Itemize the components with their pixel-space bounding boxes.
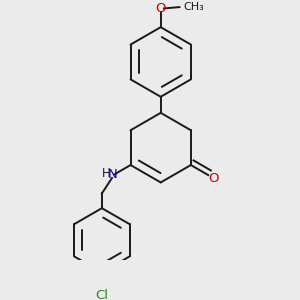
Text: H: H: [101, 167, 110, 180]
Text: O: O: [208, 172, 219, 184]
Text: N: N: [108, 168, 118, 181]
Text: Cl: Cl: [95, 289, 108, 300]
Text: CH₃: CH₃: [184, 2, 204, 12]
Text: O: O: [155, 2, 166, 15]
